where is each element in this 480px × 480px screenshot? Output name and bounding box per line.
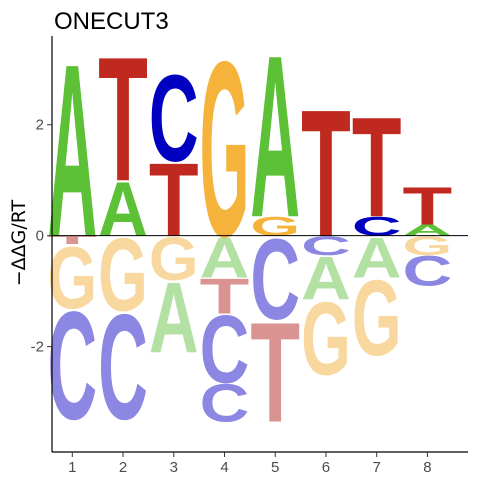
x-tick-label: 7 bbox=[373, 459, 381, 476]
y-axis-ticks: -2 0 2 bbox=[31, 117, 52, 356]
chart-title: ONECUT3 bbox=[54, 8, 169, 35]
logo-letter-g: G bbox=[403, 231, 453, 261]
logo-letter-t: T bbox=[301, 72, 351, 275]
logo-letter-c: C bbox=[200, 374, 250, 434]
logo-letter-g: G bbox=[200, 10, 250, 290]
logo-letter-a: A bbox=[200, 225, 250, 290]
logo-letter-c: C bbox=[98, 282, 148, 450]
x-tick-label: 3 bbox=[170, 459, 178, 476]
logo-letter-c: C bbox=[352, 212, 402, 242]
logo-letter-c: C bbox=[200, 295, 250, 403]
y-axis-title: −ΔΔG/RT bbox=[8, 199, 30, 286]
logo-letter-t: T bbox=[403, 176, 453, 236]
x-tick-label: 4 bbox=[220, 459, 228, 476]
logo-letter-g: G bbox=[98, 218, 148, 334]
y-tick-label: -2 bbox=[31, 339, 44, 356]
logo-letter-a: A bbox=[403, 222, 453, 239]
y-tick-label: 2 bbox=[36, 117, 44, 134]
y-tick-label: 0 bbox=[36, 228, 44, 245]
logo-letter-t: T bbox=[47, 234, 97, 247]
x-tick-label: 8 bbox=[423, 459, 431, 476]
logo-letter-c: C bbox=[250, 216, 300, 345]
logo-letter-g: G bbox=[301, 282, 351, 398]
logo-letter-t: T bbox=[98, 21, 148, 219]
logo-letter-t: T bbox=[200, 269, 250, 325]
logo-letter-g: G bbox=[352, 258, 402, 378]
logo-letter-a: A bbox=[47, 14, 97, 289]
x-tick-label: 2 bbox=[119, 459, 127, 476]
logo-letter-g: G bbox=[47, 229, 97, 328]
logo-letter-a: A bbox=[301, 244, 351, 313]
x-tick-label: 5 bbox=[271, 459, 279, 476]
logo-letter-c: C bbox=[301, 231, 351, 261]
logo-letter-t: T bbox=[352, 87, 402, 247]
logo-letter-a: A bbox=[250, 9, 300, 267]
x-tick-label: 1 bbox=[68, 459, 76, 476]
logo-letter-t: T bbox=[149, 141, 199, 258]
logo-letter-t: T bbox=[250, 293, 300, 453]
logo-letter-a: A bbox=[352, 225, 402, 290]
logo-letter-a: A bbox=[149, 262, 199, 374]
logo-letter-a: A bbox=[98, 167, 148, 252]
logo-letter-g: G bbox=[149, 225, 199, 294]
logo-letter-c: C bbox=[47, 281, 97, 453]
logo-letter-g: G bbox=[250, 212, 300, 242]
logo-letter-c: C bbox=[149, 51, 199, 188]
logo-letter-c: C bbox=[403, 248, 453, 295]
x-tick-label: 6 bbox=[322, 459, 330, 476]
x-axis-ticks: 1 2 3 4 5 6 7 8 bbox=[68, 452, 432, 476]
